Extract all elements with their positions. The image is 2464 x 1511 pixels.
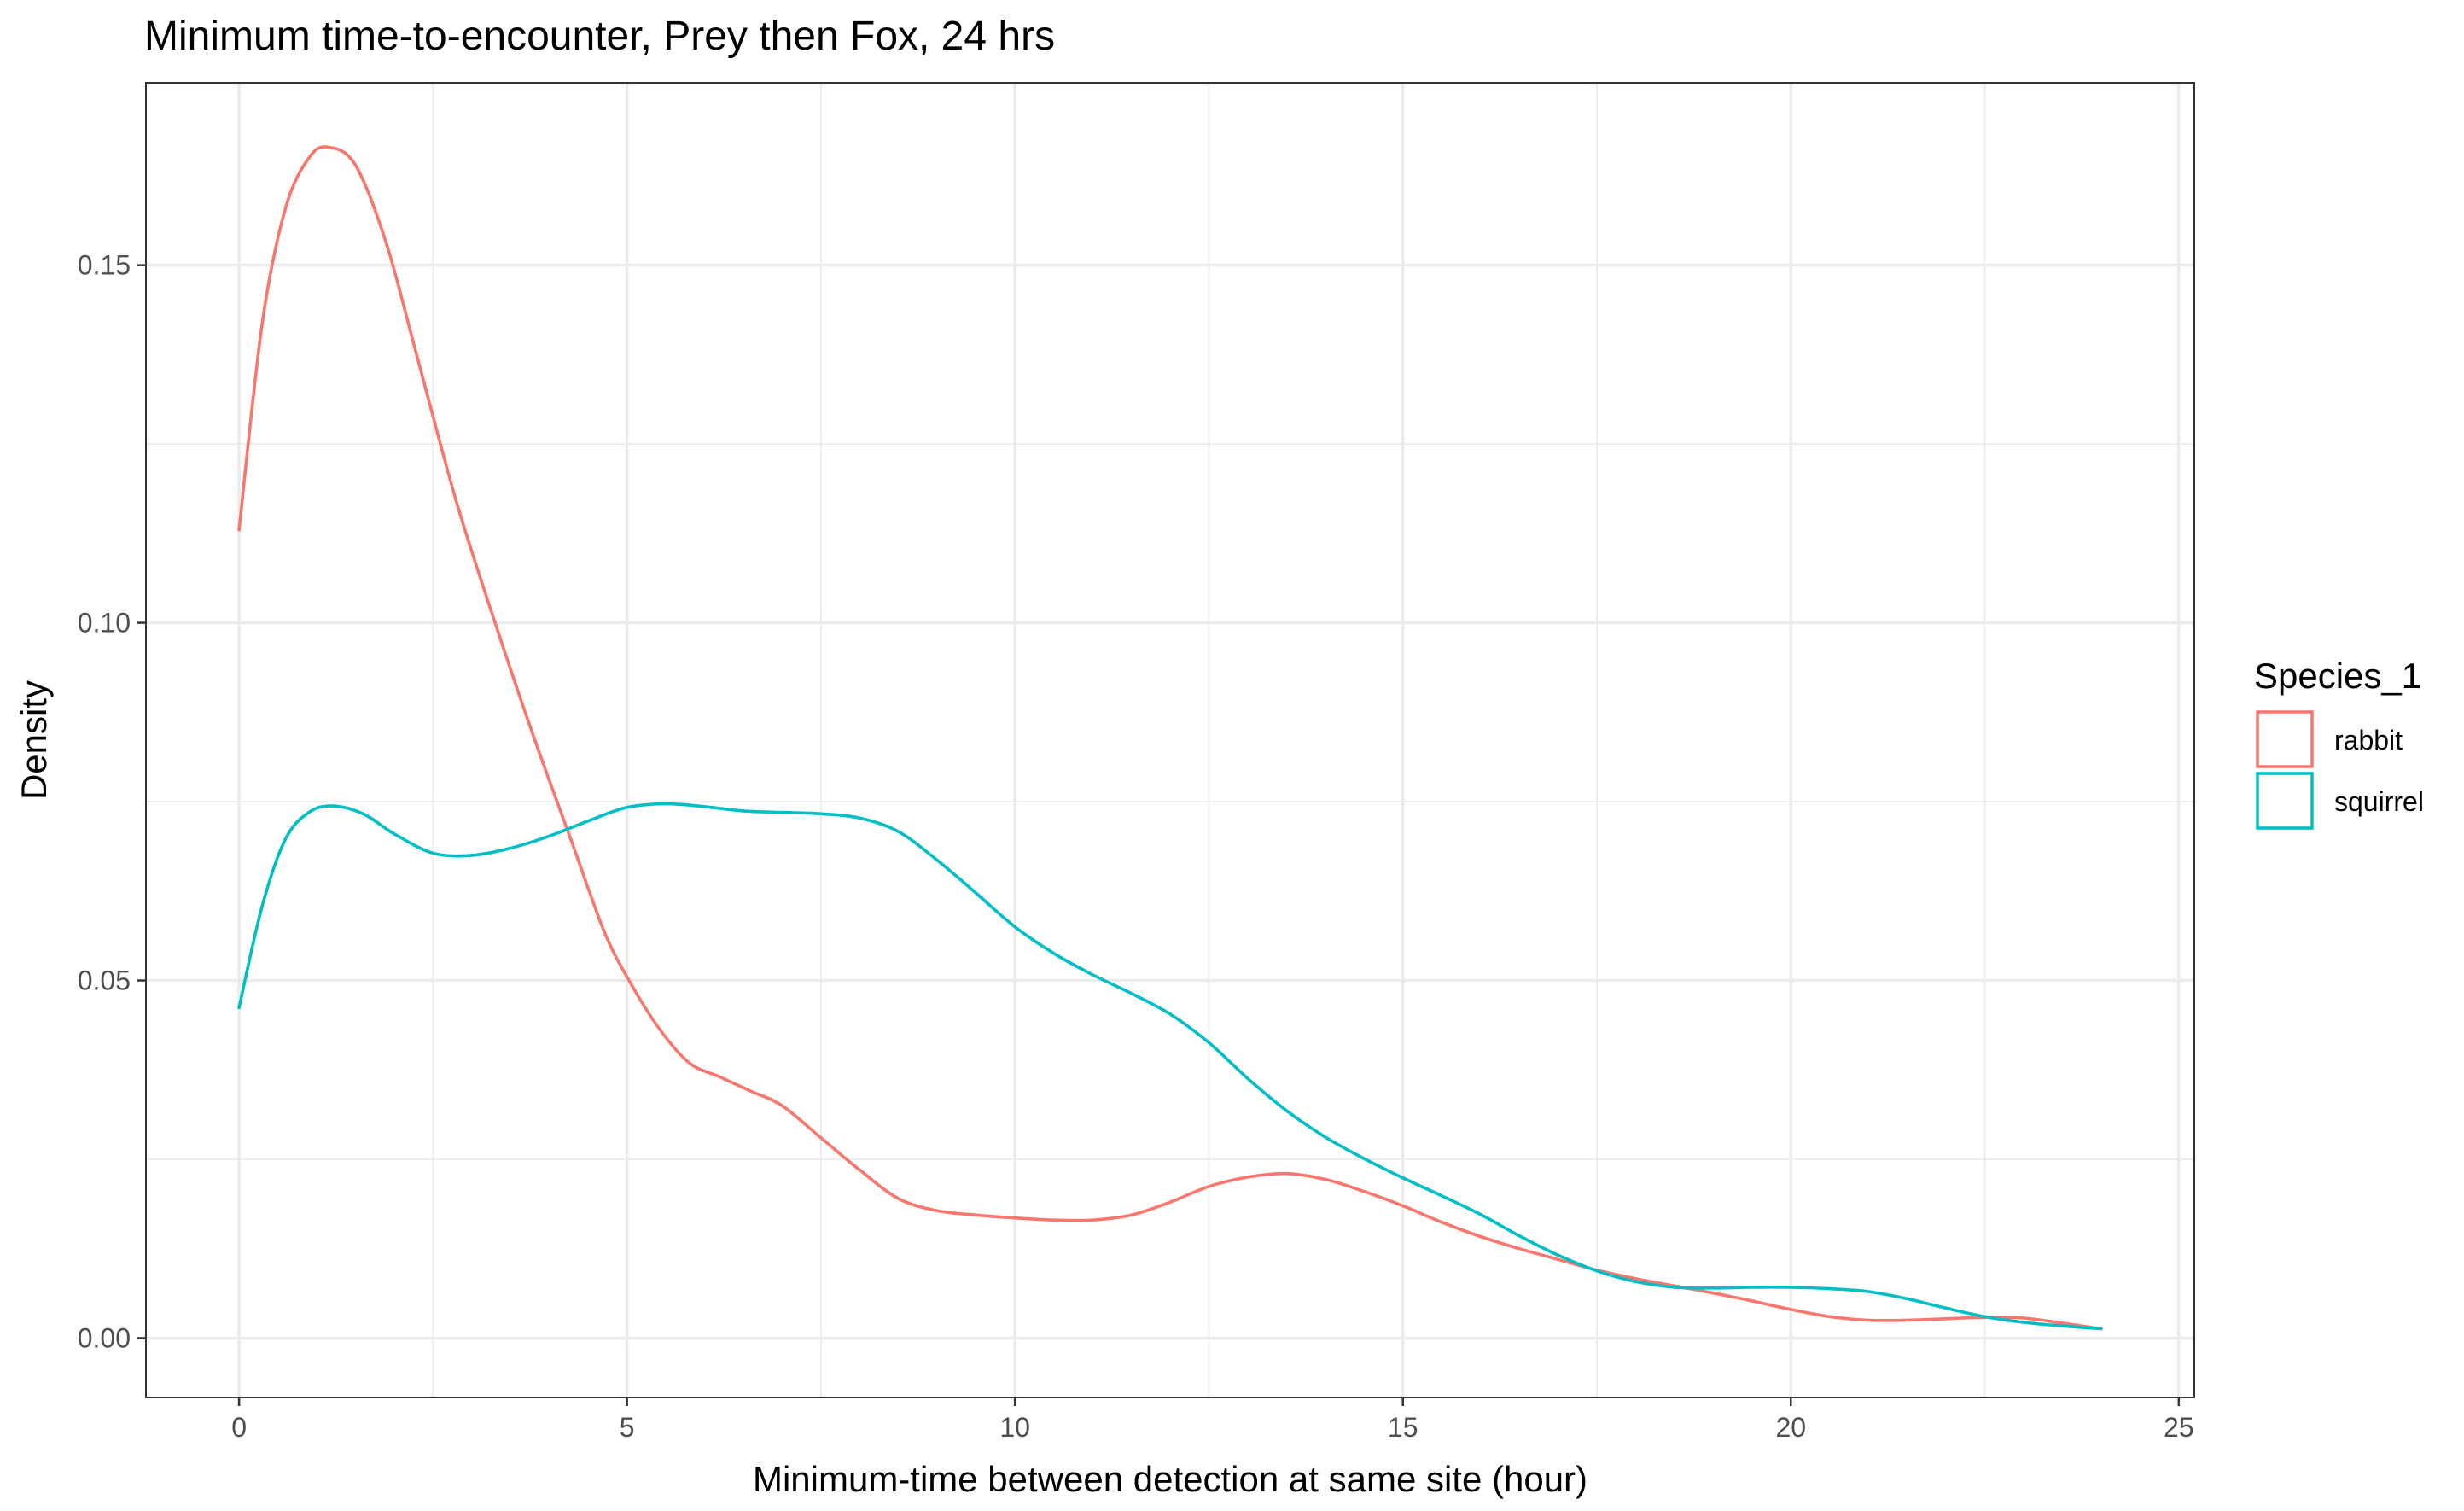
x-tick-label: 20 — [1775, 1412, 1806, 1443]
minor-grid — [146, 83, 2194, 1397]
legend-label-squirrel: squirrel — [2334, 786, 2424, 817]
legend: Species_1 rabbit squirrel — [2254, 656, 2424, 830]
series-layer — [237, 145, 2103, 1331]
y-tick-label: 0.10 — [78, 608, 131, 639]
major-grid — [146, 83, 2194, 1397]
legend-title: Species_1 — [2254, 656, 2421, 696]
y-axis-title: Density — [14, 680, 54, 800]
y-tick-label: 0.15 — [78, 250, 131, 281]
x-tick-label: 10 — [999, 1412, 1030, 1443]
legend-key-squirrel — [2256, 772, 2314, 830]
y-tick-label: 0.05 — [78, 966, 131, 996]
series-line-squirrel — [237, 802, 2103, 1331]
y-tick-label: 0.00 — [78, 1322, 131, 1353]
y-axis: 0.00 0.05 0.10 0.15 — [78, 250, 146, 1353]
panel-border — [145, 82, 2195, 1398]
x-tick-label: 5 — [620, 1412, 635, 1443]
legend-label-rabbit: rabbit — [2334, 725, 2403, 756]
x-axis: 0 5 10 15 20 25 — [231, 1397, 2194, 1443]
series-line-rabbit — [237, 145, 2103, 1331]
legend-key-rabbit — [2256, 710, 2314, 768]
plot-panel — [146, 83, 2194, 1397]
chart-title: Minimum time-to-encounter, Prey then Fox… — [144, 14, 1055, 59]
x-axis-title: Minimum-time between detection at same s… — [753, 1459, 1587, 1499]
x-tick-label: 0 — [231, 1412, 247, 1443]
x-tick-label: 15 — [1388, 1412, 1418, 1443]
x-tick-label: 25 — [2164, 1412, 2194, 1443]
